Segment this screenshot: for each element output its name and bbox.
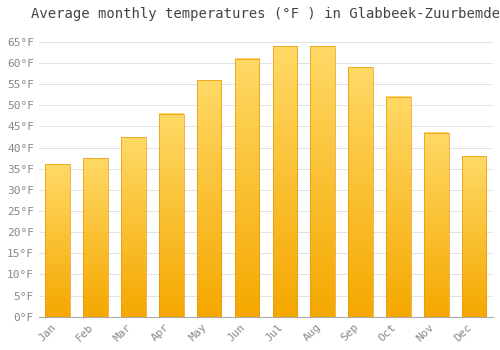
Bar	[310, 46, 335, 317]
Bar	[84, 158, 108, 317]
Title: Average monthly temperatures (°F ) in Glabbeek-Zuurbemde: Average monthly temperatures (°F ) in Gl…	[32, 7, 500, 21]
Bar	[159, 114, 184, 317]
Bar	[348, 67, 373, 317]
Bar	[121, 137, 146, 317]
Bar	[386, 97, 410, 317]
Bar	[424, 133, 448, 317]
Bar	[234, 59, 260, 317]
Bar	[46, 164, 70, 317]
Bar	[197, 80, 222, 317]
Bar	[272, 46, 297, 317]
Bar	[462, 156, 486, 317]
